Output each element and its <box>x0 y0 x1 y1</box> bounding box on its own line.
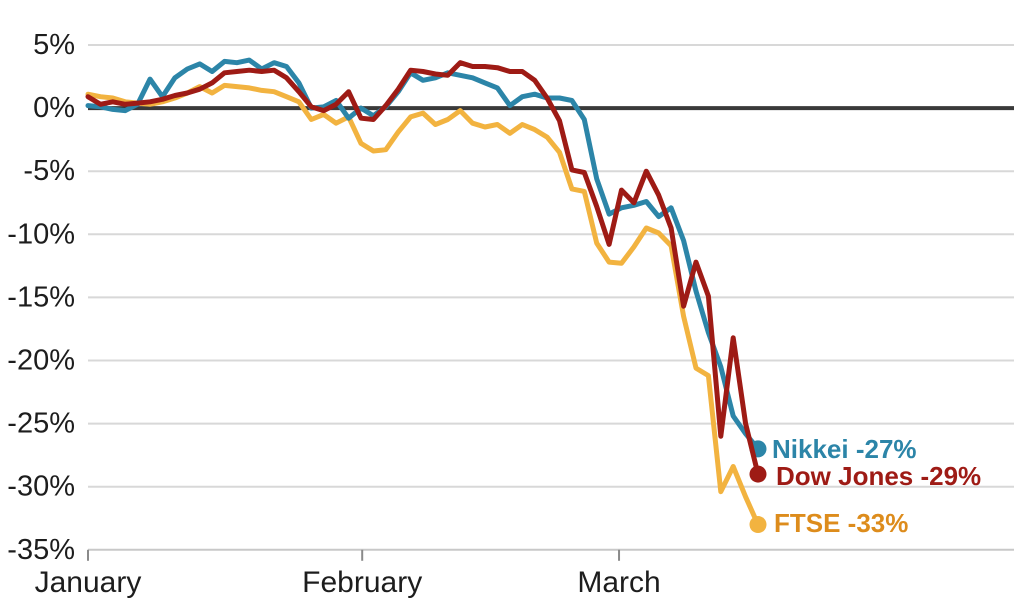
y-tick-label--25pct: -25% <box>7 408 75 440</box>
x-label-february: February <box>302 566 422 599</box>
x-axis: January February March <box>35 548 1014 599</box>
y-tick-label--15pct: -15% <box>7 281 75 313</box>
series-lines <box>85 57 767 534</box>
dow-jones-end-dot <box>749 465 767 483</box>
x-label-march: March <box>577 566 660 599</box>
ftse-line <box>85 82 761 528</box>
y-tick-label--20pct: -20% <box>7 345 75 377</box>
dow-jones-line <box>85 60 761 477</box>
y-tick-label--35pct: -35% <box>7 534 75 566</box>
ftse-end-dot <box>749 516 767 534</box>
y-tick-label--10pct: -10% <box>7 218 75 250</box>
nikkei-end-label: Nikkei -27% <box>772 434 917 464</box>
nikkei-line <box>85 57 761 452</box>
series-end-labels: Nikkei -27% Dow Jones -29% FTSE -33% <box>772 434 981 538</box>
x-label-january: January <box>35 566 142 599</box>
y-tick-label--30pct: -30% <box>7 471 75 503</box>
gridlines <box>88 44 1014 488</box>
dow-jones-end-label: Dow Jones -29% <box>776 461 981 491</box>
y-tick-label--5pct: -5% <box>23 155 75 187</box>
y-axis-tick-labels: 5% 0% -5% -10% -15% -20% -25% -30% -35% <box>7 29 75 566</box>
y-tick-label-5pct: 5% <box>33 29 75 61</box>
ftse-end-label: FTSE -33% <box>774 508 908 538</box>
y-tick-label-0pct: 0% <box>33 92 75 124</box>
